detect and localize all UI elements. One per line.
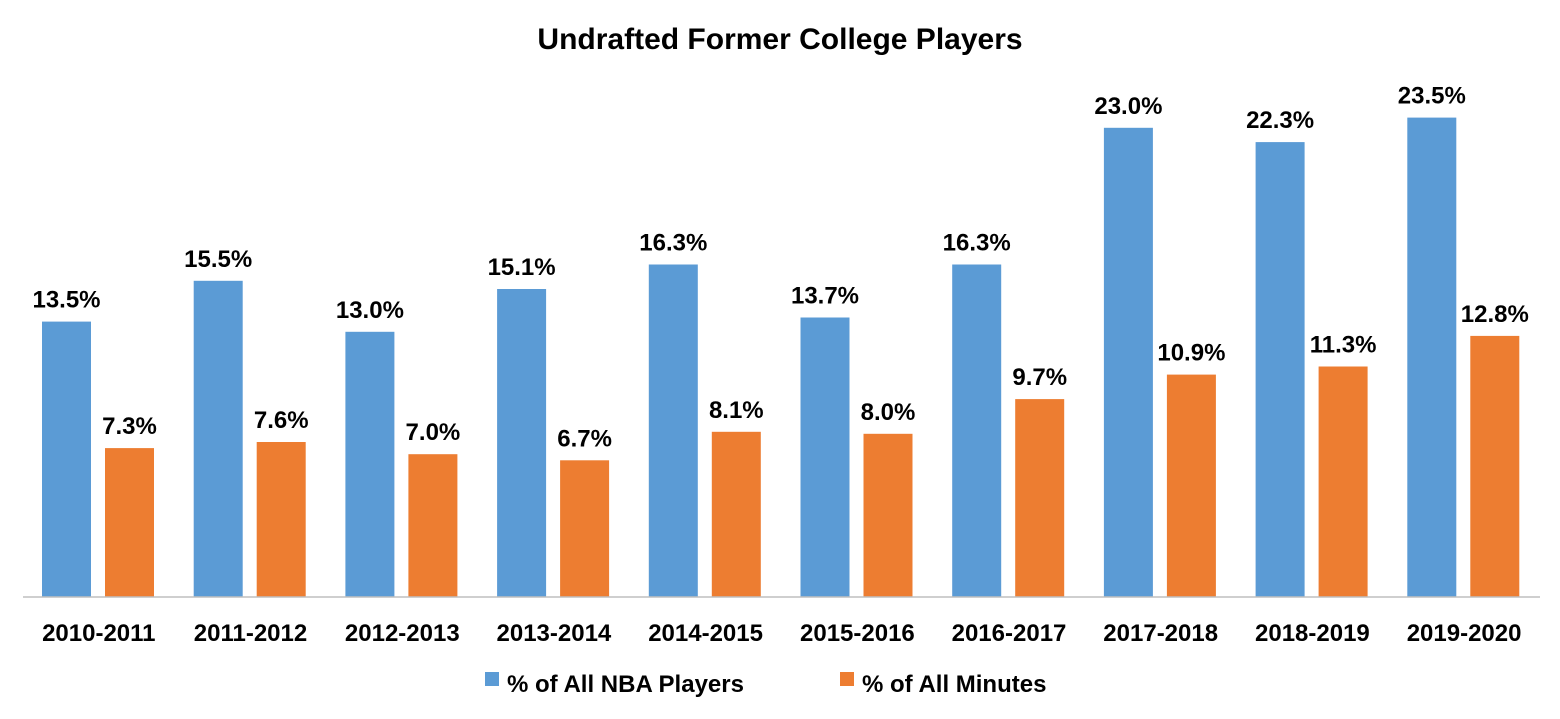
data-label-series-2-2018-2019: 11.3% [1310, 332, 1377, 359]
bar-series-2-2013-2014 [560, 460, 610, 597]
data-label-series-2-2010-2011: 7.3% [102, 413, 157, 440]
chart-title: Undrafted Former College Players [537, 23, 1022, 56]
data-label-series-2-2013-2014: 6.7% [557, 425, 612, 452]
x-tick-label-2013-2014: 2013-2014 [497, 620, 612, 647]
x-tick-label-2016-2017: 2016-2017 [952, 620, 1067, 647]
x-tick-label-2018-2019: 2018-2019 [1255, 620, 1370, 647]
data-label-series-1-2018-2019: 22.3% [1246, 107, 1314, 134]
legend: % of All NBA Players % of All Minutes [485, 671, 1046, 698]
bar-series-1-2013-2014 [497, 289, 547, 597]
bar-series-1-2019-2020 [1407, 117, 1457, 597]
bar-series-1-2015-2016 [800, 317, 850, 597]
legend-swatch-series-1 [485, 672, 499, 686]
bar-series-2-2014-2015 [711, 431, 761, 597]
legend-label-series-1: % of All NBA Players [507, 671, 744, 698]
data-label-series-2-2015-2016: 8.0% [861, 399, 916, 426]
x-tick-label-2011-2012: 2011-2012 [194, 620, 307, 647]
bar-series-1-2012-2013 [345, 331, 395, 597]
bar-series-2-2018-2019 [1318, 366, 1368, 597]
data-label-series-1-2010-2011: 13.5% [32, 287, 100, 314]
data-label-series-1-2016-2017: 16.3% [943, 230, 1011, 257]
x-tick-label-2015-2016: 2015-2016 [800, 620, 915, 647]
data-label-series-2-2017-2018: 10.9% [1157, 340, 1225, 367]
x-tick-label-2012-2013: 2012-2013 [345, 620, 460, 647]
bar-series-1-2011-2012 [193, 280, 243, 597]
bar-series-1-2016-2017 [952, 264, 1002, 597]
bar-series-2-2019-2020 [1470, 335, 1520, 597]
bar-series-1-2010-2011 [42, 321, 91, 597]
x-tick-label-2019-2020: 2019-2020 [1407, 620, 1522, 647]
bar-series-2-2012-2013 [408, 454, 458, 597]
data-label-series-2-2016-2017: 9.7% [1012, 364, 1067, 391]
legend-swatch-series-2 [840, 672, 854, 686]
data-label-series-1-2014-2015: 16.3% [639, 230, 707, 257]
bar-series-2-2011-2012 [256, 442, 306, 597]
data-label-series-1-2015-2016: 13.7% [791, 283, 859, 310]
bar-series-1-2014-2015 [648, 264, 698, 597]
data-label-series-2-2019-2020: 12.8% [1461, 301, 1529, 328]
x-tick-labels: 2010-2011 2011-2012 2012-2013 2013-2014 2014… [42, 620, 1521, 647]
legend-label-series-2: % of All Minutes [862, 671, 1046, 698]
data-label-series-2-2011-2012: 7.6% [254, 407, 309, 434]
data-labels-group: 13.5% 7.3% 15.5% 7.6% 13.0% 7.0% 15.1% 6.7% 16.3… [32, 83, 1528, 453]
data-label-series-2-2012-2013: 7.0% [406, 419, 461, 446]
data-label-series-1-2019-2020: 23.5% [1398, 83, 1466, 110]
bar-series-1-2018-2019 [1255, 142, 1305, 597]
x-tick-label-2017-2018: 2017-2018 [1103, 620, 1218, 647]
data-label-series-1-2013-2014: 15.1% [488, 254, 556, 281]
data-label-series-1-2017-2018: 23.0% [1094, 93, 1162, 120]
x-tick-label-2010-2011: 2010-2011 [42, 620, 155, 647]
bar-series-2-2016-2017 [1015, 399, 1065, 597]
bar-series-2-2015-2016 [863, 433, 913, 597]
bar-series-2-2010-2011 [105, 448, 154, 597]
bars-group [42, 117, 1520, 598]
data-label-series-2-2014-2015: 8.1% [709, 397, 764, 424]
bar-series-1-2017-2018 [1103, 127, 1153, 598]
bar-series-2-2017-2018 [1166, 374, 1216, 597]
data-label-series-1-2012-2013: 13.0% [336, 297, 404, 324]
data-label-series-1-2011-2012: 15.5% [184, 246, 252, 273]
x-tick-label-2014-2015: 2014-2015 [648, 620, 763, 647]
